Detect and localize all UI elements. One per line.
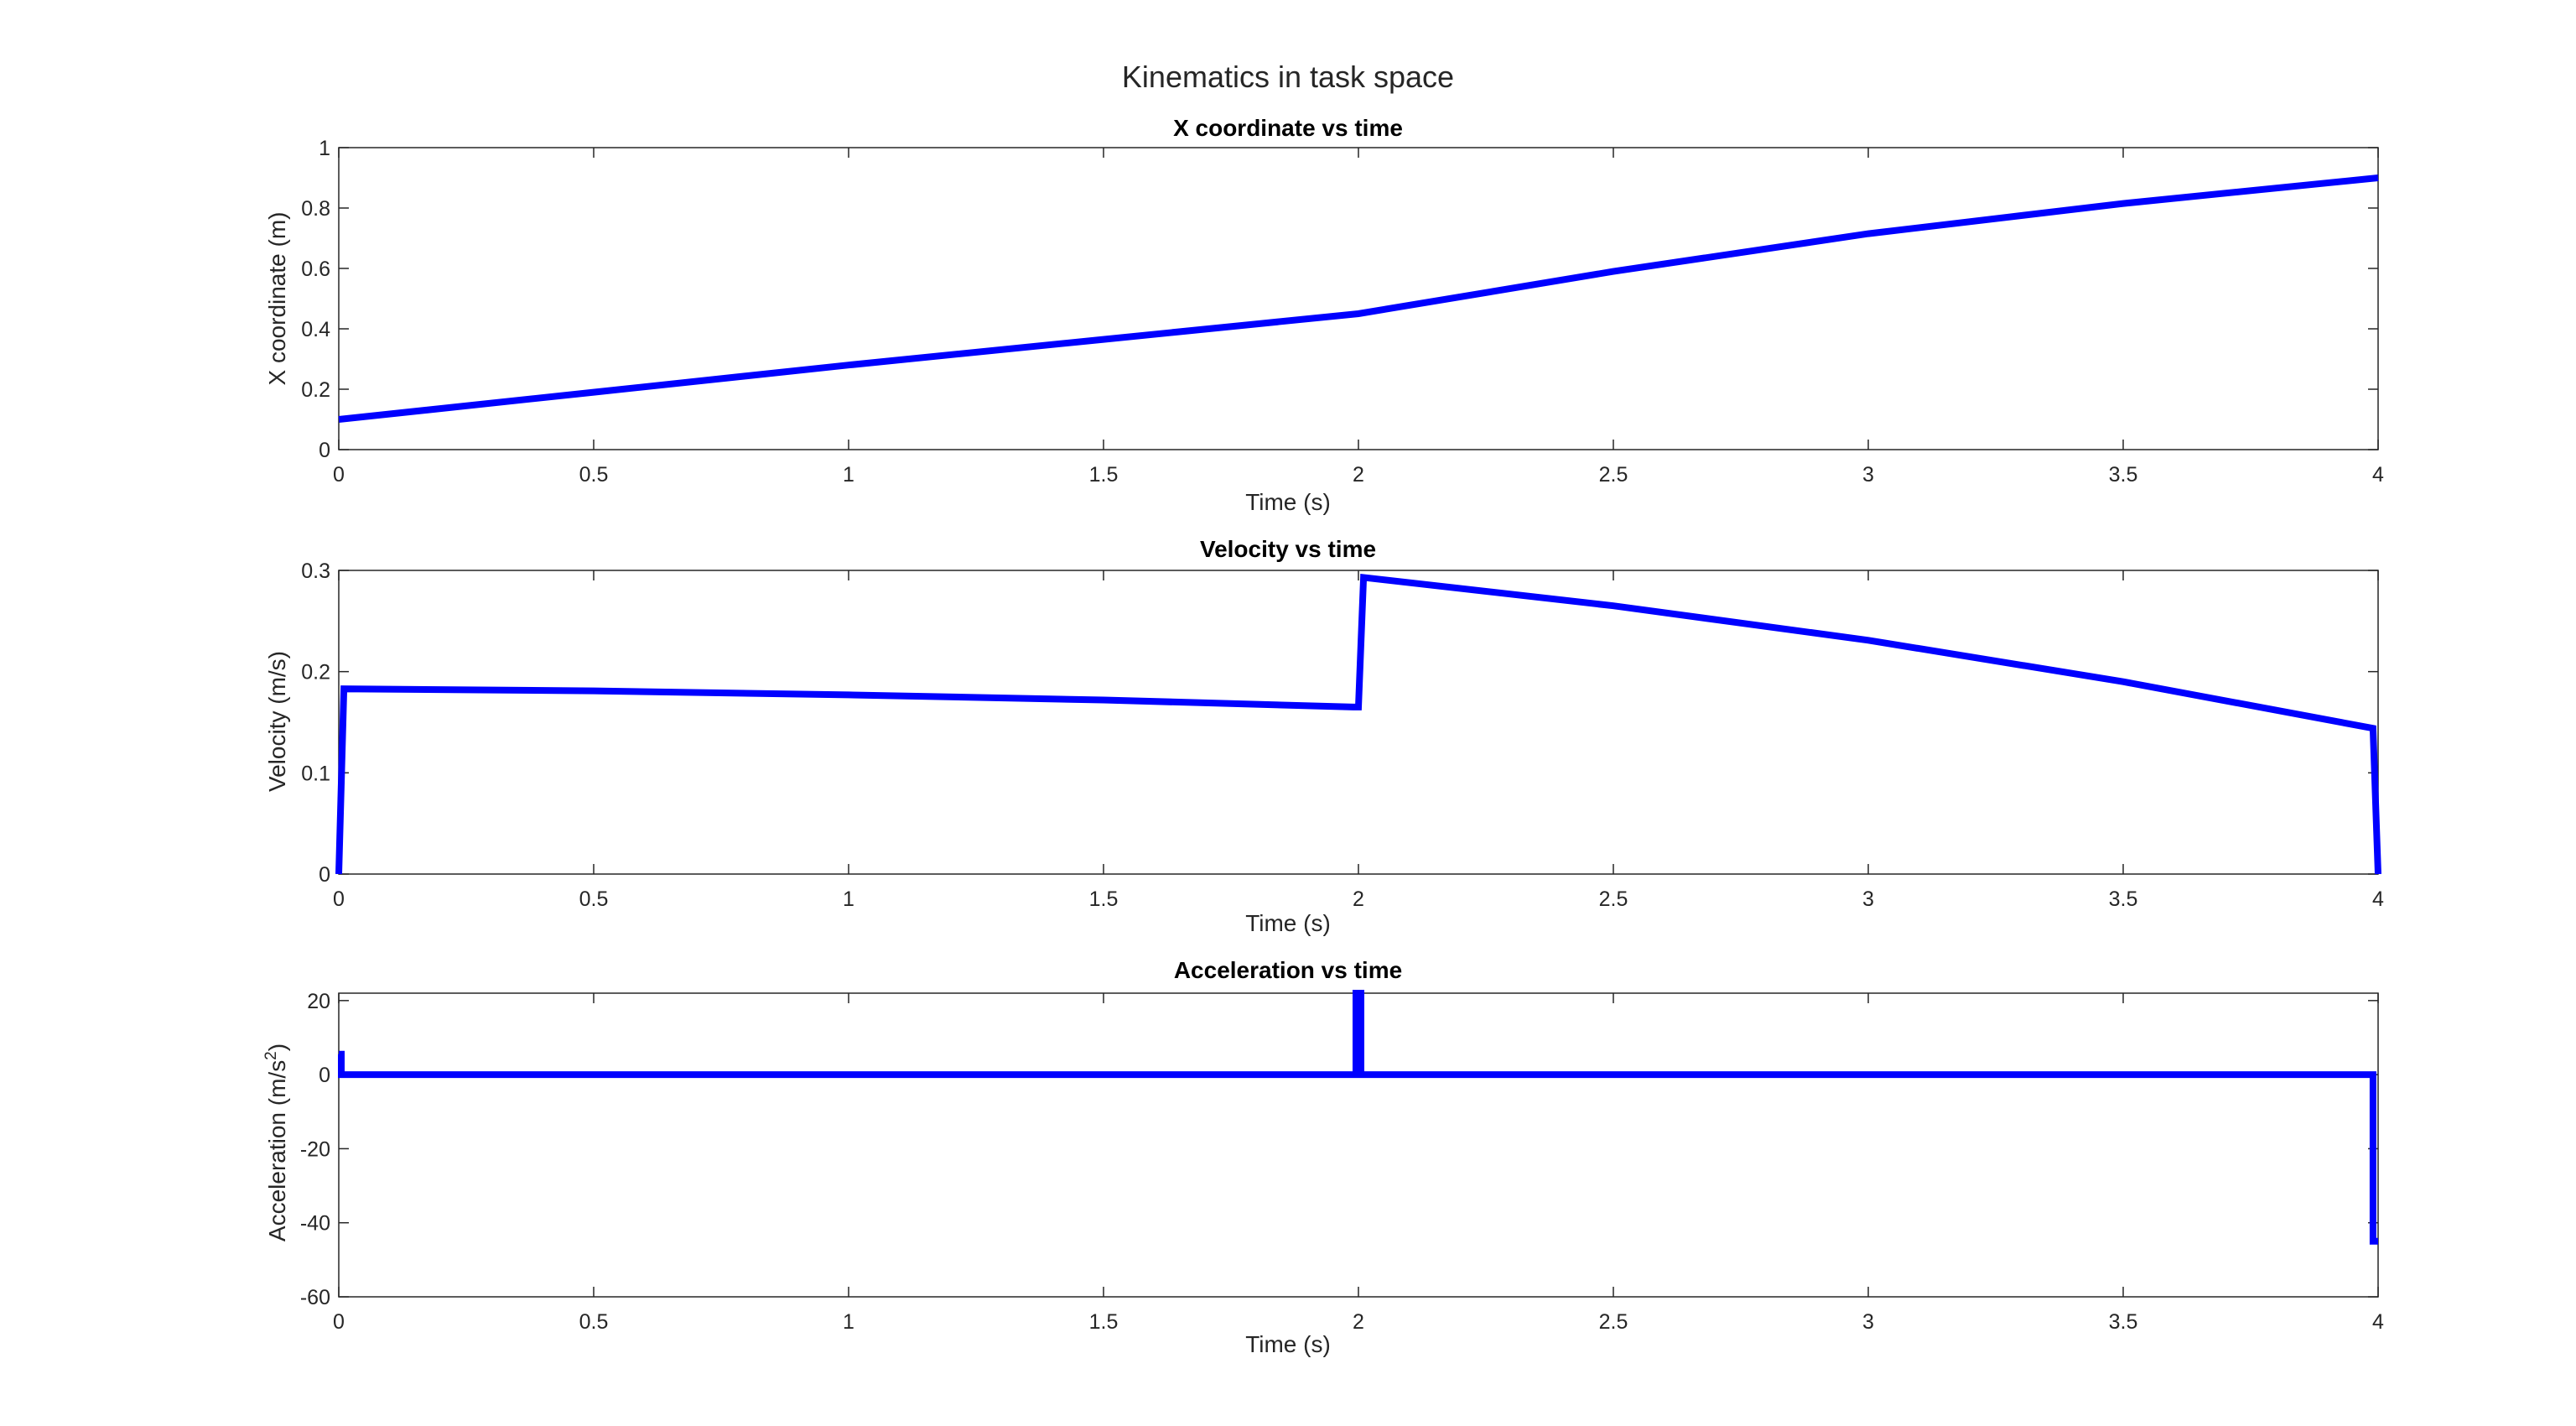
acceleration-chart-title: Acceleration vs time [1174,957,1402,983]
x-coordinate-ytick-label: 0.2 [301,378,330,402]
velocity-ytick-label: 0.2 [301,661,330,684]
velocity-xtick-label: 4 [2372,887,2384,911]
velocity-xtick-label: 1.5 [1089,887,1119,911]
acceleration-ylabel: Acceleration (m/s2) [262,1043,290,1241]
x-coordinate-xtick-label: 2 [1353,463,1364,487]
velocity-ylabel: Velocity (m/s) [264,651,290,792]
figure-title: Kinematics in task space [1122,60,1454,94]
x-coordinate-ytick-label: 0.4 [301,318,330,341]
x-coordinate-ytick-label: 0.6 [301,258,330,281]
velocity-ytick-label: 0.1 [301,762,330,785]
acceleration-ytick-label: -40 [300,1212,330,1236]
velocity-xtick-label: 3 [1862,887,1874,911]
x-coordinate-ytick-label: 1 [319,137,330,160]
acceleration-xtick-label: 0.5 [579,1310,609,1334]
x-coordinate-xlabel: Time (s) [1245,489,1331,515]
x-coordinate-xtick-label: 3 [1862,463,1874,487]
x-coordinate-xtick-label: 3.5 [2109,463,2138,487]
acceleration-xtick-label: 0 [333,1310,345,1334]
x-coordinate-xtick-label: 4 [2372,463,2384,487]
velocity-ytick-label: 0.3 [301,559,330,583]
x-coordinate-xtick-label: 0.5 [579,463,609,487]
velocity-plot-area [338,570,2379,875]
acceleration-xtick-label: 4 [2372,1310,2384,1334]
x-coordinate-chart-title: X coordinate vs time [1173,115,1403,141]
velocity-xtick-label: 0 [333,887,345,911]
acceleration-ytick-label: 20 [307,990,330,1013]
acceleration-xtick-label: 1 [843,1310,854,1334]
x-coordinate-series-line [338,174,2379,423]
velocity-xtick-label: 2.5 [1599,887,1628,911]
acceleration-ylabel-main: Acceleration (m/s [264,1060,290,1241]
acceleration-xlabel: Time (s) [1245,1331,1331,1357]
acceleration-ylabel-end: ) [264,1043,290,1051]
acceleration-xtick-label: 1.5 [1089,1310,1119,1334]
x-coordinate-xtick-label: 1 [843,463,854,487]
x-coordinate-ylabel: X coordinate (m) [264,212,290,386]
acceleration-xtick-label: 3.5 [2109,1310,2138,1334]
x-coordinate-ytick-label: 0 [319,439,330,462]
x-coordinate-ytick-label: 0.8 [301,197,330,221]
velocity-xtick-label: 0.5 [579,887,609,911]
velocity-xlabel: Time (s) [1245,910,1331,936]
velocity-xtick-label: 3.5 [2109,887,2138,911]
x-coordinate-axes: X coordinate vs time Time (s) X coordina… [264,115,2384,515]
velocity-axes: Velocity vs time Time (s) Velocity (m/s)… [264,536,2384,936]
velocity-xtick-label: 1 [843,887,854,911]
acceleration-ylabel-sup: 2 [262,1051,280,1060]
velocity-xtick-label: 2 [1353,887,1364,911]
velocity-chart-title: Velocity vs time [1200,536,1376,562]
x-coordinate-xtick-label: 0 [333,463,345,487]
acceleration-xtick-label: 3 [1862,1310,1874,1334]
acceleration-ytick-label: -60 [300,1286,330,1309]
acceleration-axes: Acceleration vs time Time (s) Accelerati… [262,957,2384,1357]
acceleration-xtick-label: 2.5 [1599,1310,1628,1334]
x-coordinate-xtick-label: 2.5 [1599,463,1628,487]
velocity-series-line [335,573,2381,875]
acceleration-series-line [338,990,2378,1245]
velocity-ytick-label: 0 [319,863,330,887]
acceleration-xtick-label: 2 [1353,1310,1364,1334]
acceleration-ytick-label: -20 [300,1137,330,1161]
acceleration-ytick-label: 0 [319,1064,330,1087]
x-coordinate-xtick-label: 1.5 [1089,463,1119,487]
x-coordinate-plot-area [338,147,2379,450]
